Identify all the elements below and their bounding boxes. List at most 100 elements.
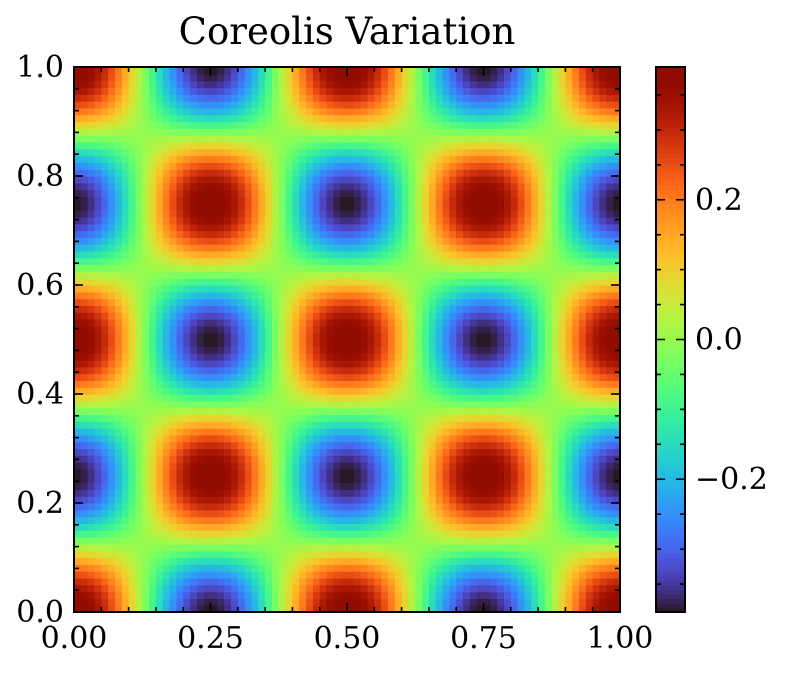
heatmap-cell <box>463 244 471 252</box>
heatmap-cell <box>367 312 375 320</box>
heatmap-cell <box>387 298 396 307</box>
heatmap-cell <box>599 455 607 463</box>
heatmap-cell <box>469 216 478 225</box>
heatmap-cell <box>422 455 430 463</box>
heatmap-cell <box>101 257 109 266</box>
heatmap-cell <box>101 503 109 511</box>
heatmap-cell <box>108 325 116 334</box>
heatmap-cell <box>408 584 416 593</box>
heatmap-cell <box>517 359 526 368</box>
heatmap-cell <box>326 298 334 307</box>
heatmap-cell <box>585 591 594 599</box>
heatmap-cell <box>503 584 512 593</box>
heatmap-cell <box>558 285 566 293</box>
heatmap-cell <box>190 237 198 245</box>
heatmap-cell <box>565 428 573 436</box>
heatmap-cell <box>306 605 314 613</box>
heatmap-cell <box>476 359 485 368</box>
heatmap-cell <box>155 353 164 361</box>
heatmap-cell <box>422 407 430 416</box>
heatmap-cell <box>114 373 123 381</box>
heatmap-cell <box>87 278 96 286</box>
heatmap-cell <box>599 414 607 422</box>
heatmap-cell <box>108 257 116 266</box>
heatmap-cell <box>121 332 130 341</box>
heatmap-cell <box>319 516 328 525</box>
heatmap-cell <box>510 543 519 552</box>
heatmap-cell <box>585 305 594 313</box>
heatmap-cell <box>476 421 485 429</box>
heatmap-cell <box>278 455 287 463</box>
heatmap-cell <box>203 400 212 409</box>
heatmap-cell <box>80 434 89 443</box>
heatmap-cell <box>217 373 225 381</box>
heatmap-cell <box>483 339 491 347</box>
heatmap-cell <box>251 550 259 559</box>
heatmap-cell <box>149 455 157 463</box>
heatmap-cell <box>558 353 566 361</box>
heatmap-cell <box>476 428 485 436</box>
heatmap-cell <box>149 414 157 422</box>
heatmap-cell <box>517 366 526 375</box>
heatmap-cell <box>319 244 328 252</box>
heatmap-cell <box>387 523 396 531</box>
heatmap-cell <box>326 339 334 347</box>
heatmap-cell <box>531 434 539 443</box>
heatmap-cell <box>415 475 423 484</box>
heatmap-cell <box>415 366 423 375</box>
heatmap-cell <box>606 332 614 341</box>
heatmap-cell <box>572 441 580 450</box>
heatmap-cell <box>510 462 519 470</box>
heatmap-cell <box>87 366 96 375</box>
heatmap-cell <box>490 448 498 456</box>
heatmap-cell <box>394 455 403 463</box>
heatmap-cell <box>224 496 232 504</box>
heatmap-cell <box>183 237 191 245</box>
heatmap-cell <box>415 605 423 613</box>
heatmap-cell <box>387 428 396 436</box>
heatmap-cell <box>353 244 362 252</box>
heatmap-cell <box>114 468 123 477</box>
heatmap-cell <box>408 319 416 327</box>
heatmap-cell <box>190 359 198 368</box>
heatmap-cell <box>360 537 369 545</box>
heatmap-cell <box>415 359 423 368</box>
heatmap-cell <box>401 325 410 334</box>
heatmap-cell <box>258 196 266 204</box>
heatmap-cell <box>387 543 396 552</box>
heatmap-cell <box>524 353 532 361</box>
heatmap-cell <box>217 543 225 552</box>
heatmap-cell <box>572 468 580 477</box>
heatmap-cell <box>565 285 573 293</box>
heatmap-cell <box>517 468 526 477</box>
heatmap-cell <box>230 530 239 538</box>
heatmap-cell <box>538 482 546 490</box>
heatmap-cell <box>237 394 246 402</box>
heatmap-cell <box>190 264 198 272</box>
heatmap-cell <box>401 346 410 354</box>
heatmap-cell <box>476 605 485 613</box>
heatmap-cell <box>360 257 369 266</box>
heatmap-cell <box>142 394 150 402</box>
heatmap-cell <box>565 407 573 416</box>
heatmap-cell <box>142 237 150 245</box>
heatmap-cell <box>176 237 184 245</box>
heatmap-cell <box>278 210 287 218</box>
heatmap-cell <box>579 509 587 518</box>
heatmap-cell <box>381 605 389 613</box>
heatmap-cell <box>360 230 369 238</box>
heatmap-cell <box>114 203 123 211</box>
heatmap-cell <box>449 468 457 477</box>
heatmap-cell <box>449 414 457 422</box>
heatmap-cell <box>183 557 191 565</box>
heatmap-cell <box>319 428 328 436</box>
heatmap-cell <box>183 441 191 450</box>
heatmap-cell <box>258 584 266 593</box>
heatmap-cell <box>237 291 246 300</box>
heatmap-cell <box>442 196 450 204</box>
heatmap-cell <box>299 598 307 606</box>
heatmap-cell <box>476 237 485 245</box>
heatmap-cell <box>244 271 253 279</box>
heatmap-cell <box>592 530 601 538</box>
heatmap-cell <box>524 216 532 225</box>
